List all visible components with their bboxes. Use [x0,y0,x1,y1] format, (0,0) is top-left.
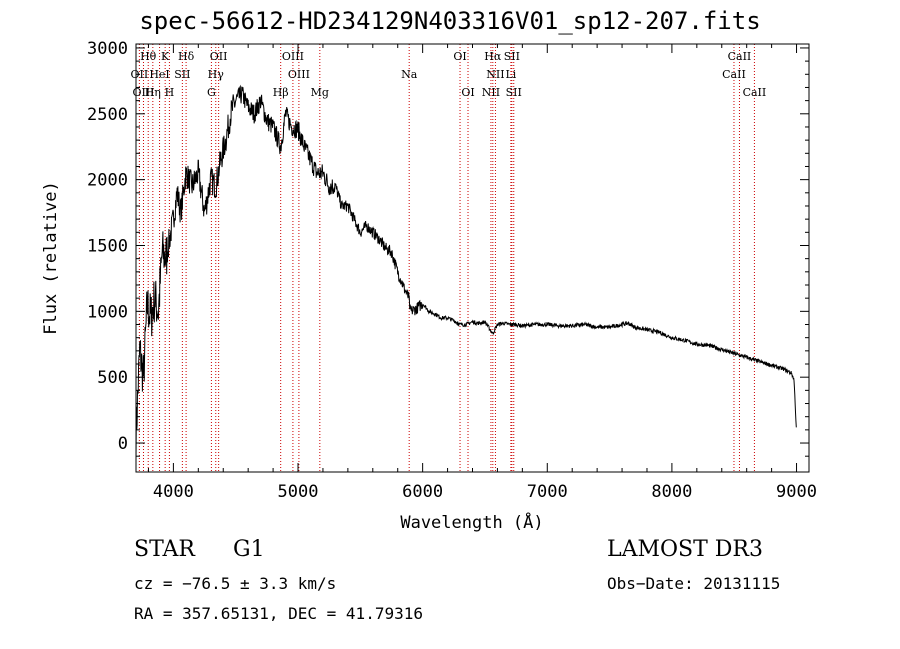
line-label-CaII: CaII [722,68,746,81]
line-label-CaII: CaII [728,50,752,63]
spectrum-line [135,84,797,462]
line-label-G: G [207,86,216,99]
chart-title: spec-56612-HD234129N403316V01_sp12-207.f… [139,7,761,35]
y-tick-label: 3000 [87,39,128,59]
y-tick-label: 2000 [87,171,128,191]
line-label-K: K [161,50,170,63]
line-label-Hγ: Hγ [208,68,225,81]
axis-tick-labels: 4000 5000 6000 7000 8000 9000 0 500 1000 1500 2000… [87,39,817,502]
line-label-NII: NII [482,86,500,99]
plot-frame [135,43,810,473]
line-label-OIII: OIII [282,50,304,63]
line-label-Mg: Mg [311,86,329,99]
line-label-OI: OI [461,86,474,99]
spectrum-series [135,84,797,462]
line-label-Li: Li [505,68,516,81]
x-tick-label: 8000 [651,482,692,502]
obs-date-line: Obs−Date: 20131115 [607,574,781,593]
line-label-SII: SII [506,86,522,99]
line-label-CaII: CaII [743,86,767,99]
y-tick-label: 0 [118,434,128,454]
line-label-HeI: HeI [149,68,169,81]
line-label-OII: OII [131,68,149,81]
y-axis-label: Flux (relative) [41,181,61,335]
ra-dec-line: RA = 357.65131, DEC = 41.79316 [134,604,423,623]
line-label-H: H [165,86,175,99]
line-label-OI: OI [453,50,466,63]
x-tick-label: 5000 [278,482,319,502]
y-tick-label: 1500 [87,236,128,256]
survey-label: LAMOST DR3 [607,537,763,562]
line-label-Hθ: Hθ [140,50,157,63]
line-label-SII: SII [504,50,520,63]
y-tick-label: 2500 [87,105,128,125]
line-label-Hα: Hα [484,50,502,63]
y-tick-label: 500 [97,368,128,388]
line-label-Hη: Hη [145,86,161,99]
axis-ticks [136,44,809,472]
x-axis-label: Wavelength (Å) [400,511,543,533]
line-label-Hδ: Hδ [178,50,195,63]
line-label-Na: Na [401,68,418,81]
line-label-NII: NII [486,68,504,81]
x-tick-label: 4000 [153,482,194,502]
line-label-OII: OII [210,50,228,63]
line-label-OIII: OIII [288,68,310,81]
x-tick-label: 7000 [527,482,568,502]
line-label-SII: SII [174,68,190,81]
line-label-Hβ: Hβ [273,86,289,99]
line-label-OIII: OIII [132,86,154,99]
object-class: STAR [134,537,195,562]
y-tick-label: 1000 [87,302,128,322]
subclass: G1 [233,537,265,562]
spectral-line-markers [138,44,755,472]
x-tick-label: 6000 [402,482,443,502]
object-class-label: STAR G1 [134,537,265,562]
redshift-line: cz = −76.5 ± 3.3 km/s [134,574,337,593]
x-tick-label: 9000 [776,482,817,502]
